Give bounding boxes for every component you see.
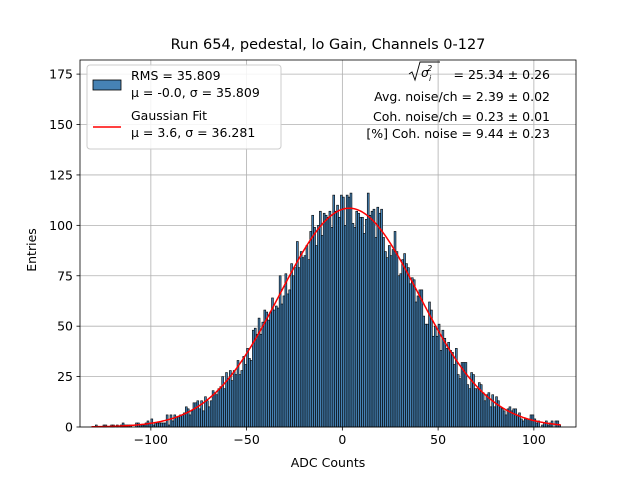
x-axis-label: ADC Counts [291,455,366,470]
legend-histogram-label: RMS = 35.809 [131,68,221,83]
x-tick-label: 100 [522,432,546,447]
coh-noise-annotation: Coh. noise/ch = 0.23 ± 0.01 [373,109,550,124]
x-tick-label: 0 [338,432,346,447]
y-tick-label: 175 [49,67,73,82]
x-tick-label: −50 [233,432,259,447]
chart-title: Run 654, pedestal, lo Gain, Channels 0-1… [171,37,486,53]
histogram-bars [95,192,561,428]
avg-noise-annotation: Avg. noise/ch = 2.39 ± 0.02 [374,89,550,104]
y-axis-label: Entries [24,228,39,272]
legend: RMS = 35.809 μ = -0.0, σ = 35.809 Gaussi… [86,64,282,150]
y-tick-label: 0 [65,420,73,435]
legend-fit-label-line2: μ = 3.6, σ = 36.281 [131,125,255,140]
sigma-i-squared-symbol: σi2 [421,64,432,83]
y-tick-label: 150 [49,117,73,132]
noise-annotations: σi2 = 25.34 ± 0.26 Avg. noise/ch = 2.39 … [366,61,551,141]
legend-box [86,64,282,150]
legend-fit-label: Gaussian Fit [131,108,207,123]
legend-histogram-label-line2: μ = -0.0, σ = 35.809 [131,85,260,100]
gaussian-fit-curve [91,207,561,428]
x-tick-label: 50 [430,432,446,447]
y-tick-label: 25 [57,369,73,384]
y-tick-label: 75 [57,268,73,283]
sqrt-radical-symbol [408,61,440,82]
sqrt-sigma-value: = 25.34 ± 0.26 [454,67,551,82]
axis-ticks: −100 −50 0 50 100 0 25 50 75 100 125 150 175 [49,67,546,447]
x-tick-label: −100 [134,432,168,447]
y-tick-label: 100 [49,218,73,233]
plot-frame [79,59,577,428]
pct-coh-noise-annotation: [%] Coh. noise = 9.44 ± 0.23 [366,126,550,141]
y-tick-label: 50 [57,319,73,334]
y-tick-label: 125 [49,167,73,182]
legend-histogram-patch [92,79,122,91]
sqrt-sigma-annotation: σi2 = 25.34 ± 0.26 [408,61,551,83]
